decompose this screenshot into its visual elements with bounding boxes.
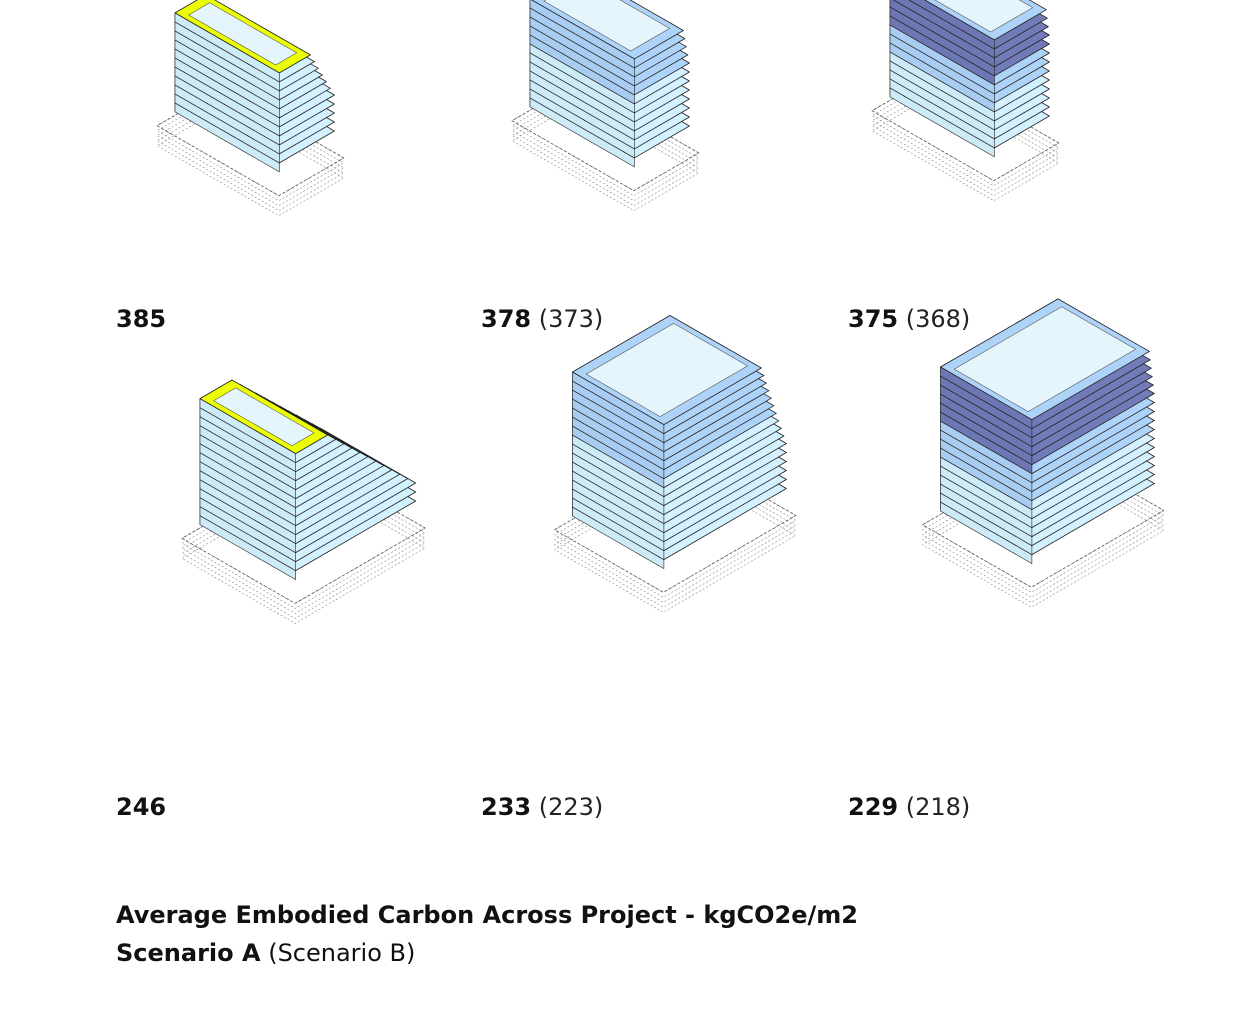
building-model-option-6 (838, 298, 1178, 765)
roof-panel (934, 0, 1033, 33)
roof-panel (953, 306, 1136, 412)
option-3-scenario-a: 375 (848, 305, 899, 333)
building-model-option-2 (465, 0, 715, 290)
option-4-value: 246 (116, 792, 166, 822)
option-2-scenario-a: 378 (481, 305, 532, 333)
option-3-scenario-b: (368) (905, 305, 971, 333)
building-model-option-5 (470, 315, 810, 765)
roof-panel (585, 323, 748, 417)
option-5-scenario-b: (223) (538, 793, 604, 821)
roof-panel (543, 0, 670, 52)
option-3-value: 375 (368) (848, 304, 970, 334)
caption-scenario-b: (Scenario B) (268, 939, 416, 967)
option-2-value: 378 (373) (481, 304, 603, 334)
option-4-scenario-a: 246 (116, 793, 167, 821)
roof-panel (188, 2, 297, 66)
caption-scenario-line: Scenario A (Scenario B) (116, 939, 415, 967)
option-6-value: 229 (218) (848, 792, 970, 822)
option-6-scenario-a: 229 (848, 793, 899, 821)
building-model-option-3 (825, 0, 1075, 290)
option-1-value: 385 (116, 304, 166, 334)
caption-title: Average Embodied Carbon Across Project -… (116, 901, 858, 929)
option-1-scenario-a: 385 (116, 305, 167, 333)
building-model-option-4 (105, 379, 445, 765)
caption-scenario-a: Scenario A (116, 939, 261, 967)
figure-caption: Average Embodied Carbon Across Project -… (116, 896, 858, 972)
roof-panel (213, 387, 315, 447)
option-6-scenario-b: (218) (905, 793, 971, 821)
building-model-option-1 (110, 0, 360, 290)
option-5-value: 233 (223) (481, 792, 603, 822)
option-2-scenario-b: (373) (538, 305, 604, 333)
option-5-scenario-a: 233 (481, 793, 532, 821)
